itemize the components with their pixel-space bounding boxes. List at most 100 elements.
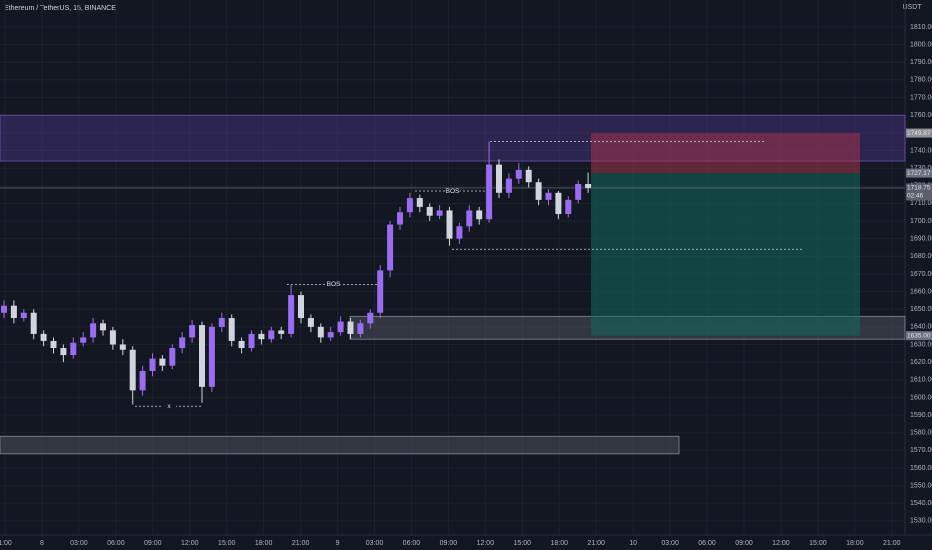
- y-tick-label: 1690.00: [910, 236, 932, 243]
- candle-body: [575, 183, 582, 200]
- y-tick-label: 1530.00: [910, 518, 932, 525]
- x-tick-label: 18:00: [550, 540, 568, 547]
- candle-body: [347, 321, 354, 334]
- candle-body: [218, 318, 225, 327]
- candle-body: [248, 333, 255, 349]
- candle-body: [100, 323, 106, 331]
- candle-body: [288, 295, 295, 334]
- x-tick-label: 09:00: [735, 540, 753, 547]
- candle-body: [40, 333, 47, 341]
- x-tick-label: 09:00: [144, 540, 162, 547]
- candle-body: [535, 182, 542, 200]
- candle-body: [119, 344, 126, 350]
- y-axis-label: USDT: [902, 4, 922, 11]
- candle-body: [406, 198, 413, 213]
- candle-body: [317, 326, 324, 338]
- candle-body: [456, 226, 463, 239]
- y-tick-label: 1640.00: [910, 324, 932, 331]
- y-tick-label: 1550.00: [910, 482, 932, 489]
- y-tick-label: 1800.00: [910, 41, 932, 48]
- x-tick-label: 21:00: [292, 540, 310, 547]
- candle-body: [505, 178, 512, 193]
- y-tick-label: 1670.00: [910, 271, 932, 278]
- x-tick-label: 15:00: [809, 540, 827, 547]
- level-label-bg: [326, 281, 341, 289]
- x-tick-label: 06:00: [107, 540, 125, 547]
- x-tick-label: 12:00: [477, 540, 495, 547]
- candle-body: [515, 169, 522, 179]
- x-tick-label: 21:00: [883, 540, 901, 547]
- candle-body: [159, 358, 166, 366]
- y-tick-label: 1780.00: [910, 77, 932, 84]
- candle-body: [60, 348, 67, 356]
- candle-body: [397, 212, 403, 225]
- level-label-bg: [445, 187, 460, 195]
- y-tick-label: 1700.00: [910, 218, 932, 225]
- candle-body: [327, 332, 334, 338]
- candle-body: [367, 312, 374, 324]
- candle-body: [208, 326, 215, 387]
- y-tick-label: 1710.00: [910, 200, 932, 207]
- x-tick-label: 8: [40, 540, 44, 547]
- candle-body: [357, 323, 364, 334]
- level-label: BOS: [446, 188, 460, 195]
- y-tick-label: 1760.00: [910, 112, 932, 119]
- candle-body: [387, 224, 394, 271]
- candle-body: [1, 305, 7, 313]
- candle-body: [258, 333, 265, 340]
- countdown: 02:46: [907, 193, 924, 200]
- candle-body: [189, 325, 196, 338]
- entry-price-label-bg: [906, 168, 932, 178]
- candle-body: [436, 210, 443, 216]
- x-tick-label: 18:00: [255, 540, 273, 547]
- candle-body: [50, 340, 57, 349]
- candle-body: [555, 192, 562, 214]
- y-tick-label: 1740.00: [910, 147, 932, 154]
- candle-body: [20, 312, 27, 319]
- y-tick-label: 1630.00: [910, 341, 932, 348]
- candle-body: [307, 318, 314, 327]
- y-tick-label: 1810.00: [910, 24, 932, 31]
- candle-body: [466, 210, 473, 227]
- x-tick-label: 15:00: [514, 540, 532, 547]
- last-price-bg: [906, 183, 932, 201]
- y-tick-label: 1610.00: [910, 377, 932, 384]
- y-tick-label: 1620.00: [910, 359, 932, 366]
- target-zone: [591, 173, 860, 336]
- candle-body: [30, 312, 37, 334]
- y-tick-label: 1560.00: [910, 465, 932, 472]
- y-tick-label: 1540.00: [910, 500, 932, 507]
- x-tick-label: 9: [336, 540, 340, 547]
- candle-body: [278, 330, 285, 334]
- candle-body: [109, 330, 116, 345]
- y-tick-label: 1660.00: [910, 288, 932, 295]
- y-tick-label: 1580.00: [910, 430, 932, 437]
- stop-price-label-bg: [906, 128, 932, 138]
- candle-body: [149, 358, 156, 371]
- candle-body: [377, 270, 384, 313]
- candle-body: [545, 192, 552, 200]
- x-tick-label: 03:00: [70, 540, 88, 547]
- y-tick-label: 1790.00: [910, 59, 932, 66]
- x-tick-label: 06:00: [403, 540, 421, 547]
- x-tick-label: 09:00: [440, 540, 458, 547]
- x-tick-label: 06:00: [698, 540, 716, 547]
- y-tick-label: 1730.00: [910, 165, 932, 172]
- candle-body: [298, 295, 304, 319]
- y-tick-label: 1650.00: [910, 306, 932, 313]
- y-tick-label: 1680.00: [910, 253, 932, 260]
- y-tick-label: 1770.00: [910, 94, 932, 101]
- candle-body: [416, 198, 423, 207]
- chart-title: Ethereum / TetherUS, 15, BINANCE: [4, 5, 116, 12]
- candle-body: [70, 342, 77, 356]
- candle-body: [337, 321, 344, 333]
- candle-body: [179, 337, 186, 349]
- x-tick-label: 12:00: [181, 540, 199, 547]
- x-tick-label: 15:00: [218, 540, 236, 547]
- candle-body: [585, 183, 592, 188]
- stop-zone: [591, 133, 860, 174]
- candle-body: [268, 330, 275, 340]
- candle-body: [80, 337, 87, 343]
